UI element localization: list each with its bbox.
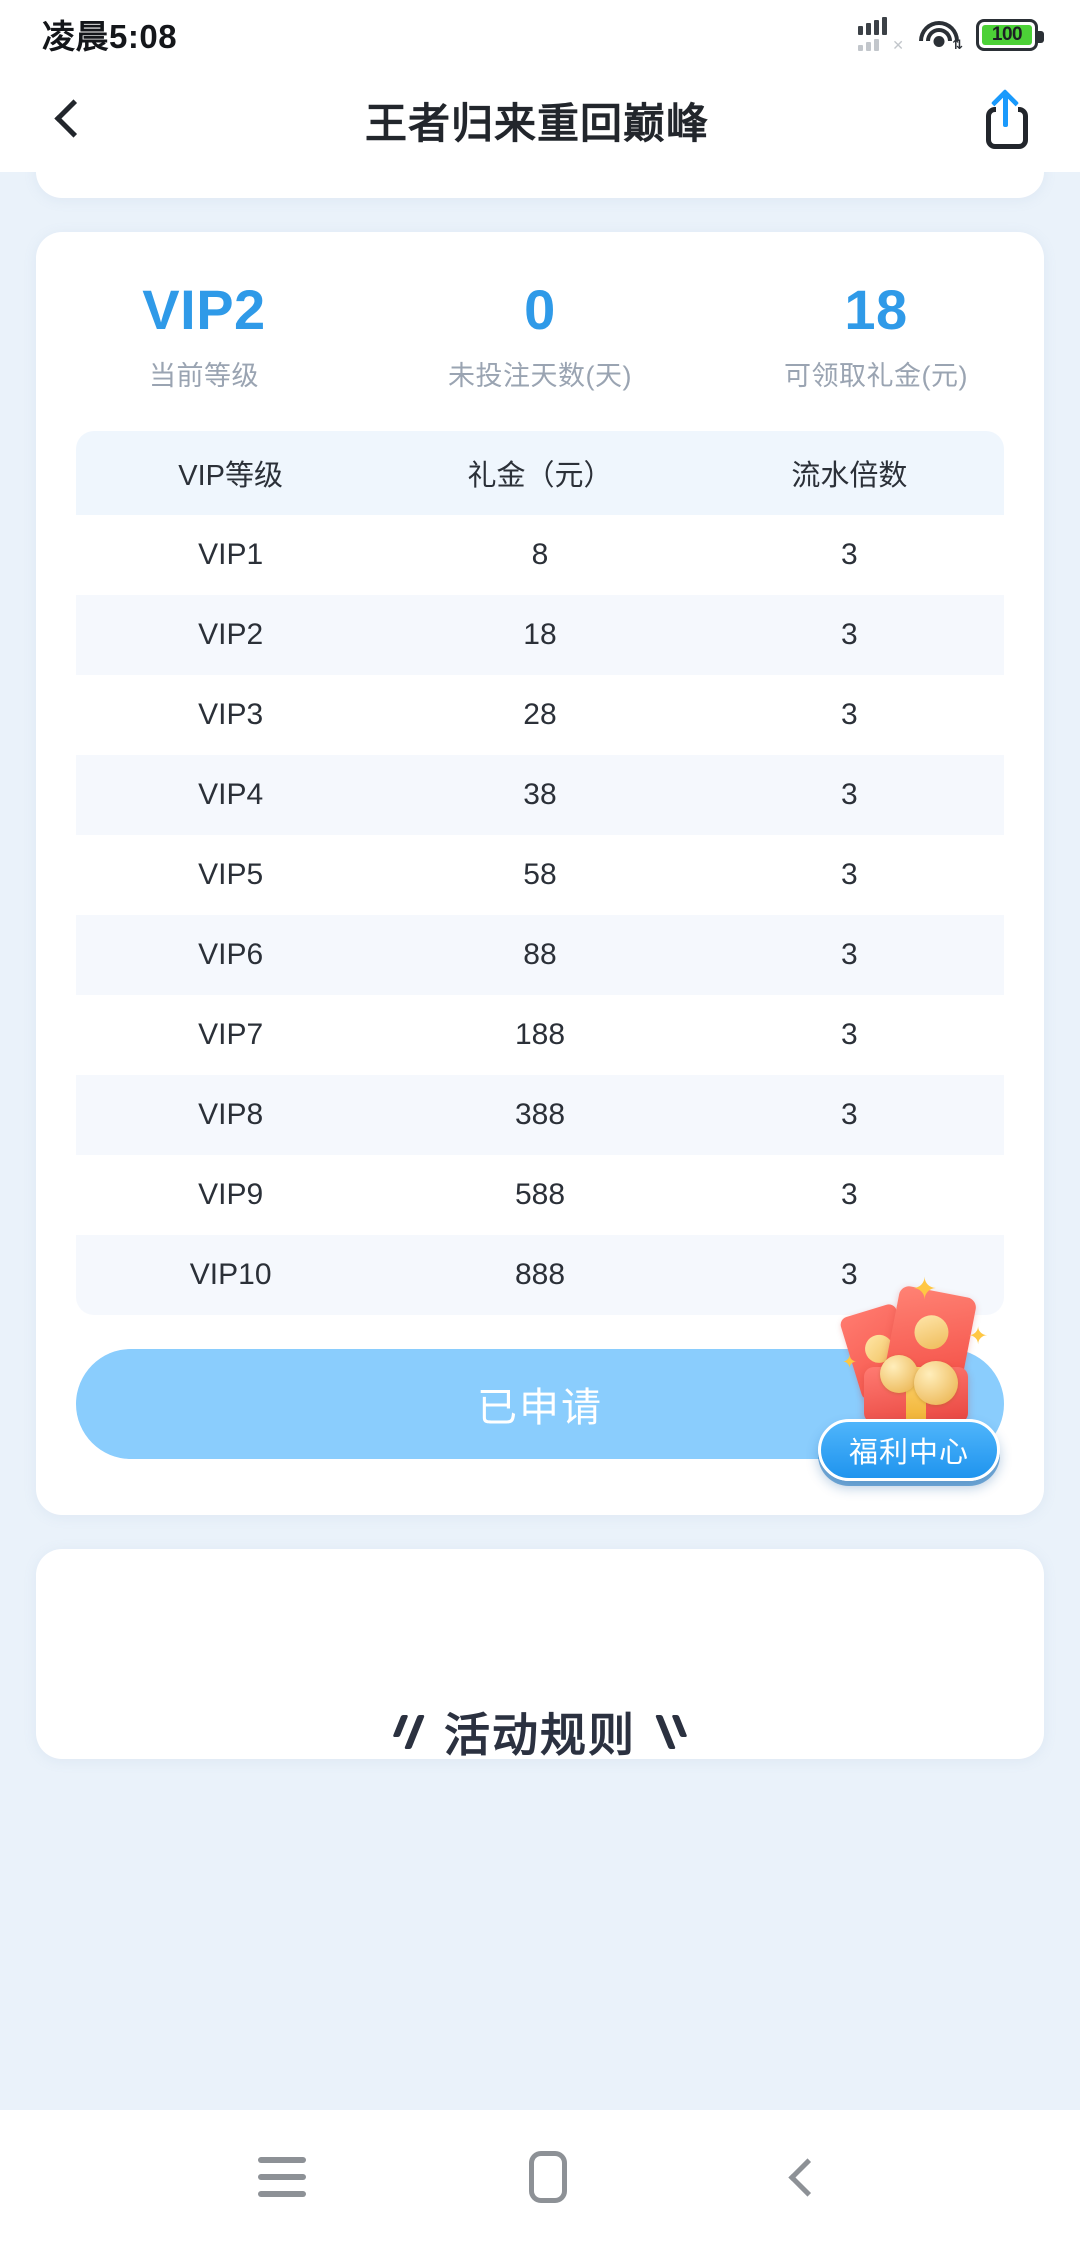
activity-rules-card: 活动规则 xyxy=(36,1549,1044,1760)
vip-level-card: VIP2 当前等级 0 未投注天数(天) 18 可领取礼金(元) VIP等级 礼… xyxy=(36,232,1044,1516)
cell-level: VIP5 xyxy=(198,858,264,892)
cell-multiplier: 3 xyxy=(840,1258,858,1292)
sparkle-icon: ✦ xyxy=(842,1352,858,1373)
stat-value: 18 xyxy=(844,278,908,341)
table-row: VIP1 8 3 xyxy=(76,515,1004,596)
welfare-center-button[interactable]: 福利中心 xyxy=(818,1419,1000,1482)
status-bar-icons: ✕ ⇅ 100 xyxy=(858,17,1044,53)
cell-bonus: 58 xyxy=(523,858,557,892)
cell-level: VIP1 xyxy=(198,538,264,572)
cell-level: VIP4 xyxy=(198,778,264,812)
table-row: VIP3 28 3 xyxy=(76,675,1004,756)
cell-level: VIP7 xyxy=(198,1018,264,1052)
gift-box-icon: ✦ ✦ ✦ xyxy=(838,1269,989,1424)
status-bar-time: 凌晨5:08 xyxy=(42,18,178,55)
cell-multiplier: 3 xyxy=(840,1018,858,1052)
stat-label: 未投注天数(天) xyxy=(448,361,632,392)
card-above-partial xyxy=(36,172,1044,198)
cell-bonus: 88 xyxy=(523,938,557,972)
cell-bonus: 188 xyxy=(514,1018,566,1052)
welfare-center-widget[interactable]: ✦ ✦ ✦ 福利中心 xyxy=(818,1269,1000,1482)
table-row: VIP2 18 3 xyxy=(76,595,1004,676)
stats-row: VIP2 当前等级 0 未投注天数(天) 18 可领取礼金(元) xyxy=(36,278,1044,393)
stat-current-level: VIP2 当前等级 xyxy=(36,278,372,393)
table-row: VIP5 58 3 xyxy=(76,835,1004,916)
table-header-row: VIP等级 礼金（元） 流水倍数 xyxy=(76,431,1004,516)
cell-bonus: 888 xyxy=(514,1258,566,1292)
stat-value: 0 xyxy=(524,278,556,341)
stat-label: 可领取礼金(元) xyxy=(784,361,968,392)
cell-bonus: 28 xyxy=(523,698,557,732)
status-bar: 凌晨5:08 ✕ ⇅ 100 xyxy=(0,0,1080,68)
cell-level: VIP2 xyxy=(198,618,264,652)
cell-multiplier: 3 xyxy=(840,698,858,732)
app-header: 王者归来重回巅峰 xyxy=(0,68,1080,172)
cell-multiplier: 3 xyxy=(840,1178,858,1212)
wifi-arrows: ⇅ xyxy=(952,37,963,52)
sparkle-icon: ✦ xyxy=(912,1273,938,1307)
cell-bonus: 38 xyxy=(523,778,557,812)
battery-level-text: 100 xyxy=(982,24,1032,45)
cell-multiplier: 3 xyxy=(840,778,858,812)
activity-rules-title: 活动规则 xyxy=(444,1709,636,1760)
cell-multiplier: 3 xyxy=(840,938,858,972)
cell-bonus: 8 xyxy=(531,538,549,572)
signal-bars-icon: ✕ xyxy=(858,17,904,53)
share-icon[interactable] xyxy=(976,89,1038,151)
signal-x-mark: ✕ xyxy=(892,37,904,53)
scroll-content[interactable]: VIP2 当前等级 0 未投注天数(天) 18 可领取礼金(元) VIP等级 礼… xyxy=(0,172,1080,2110)
stat-days-no-bet: 0 未投注天数(天) xyxy=(372,278,708,393)
cell-level: VIP9 xyxy=(198,1178,264,1212)
stat-claimable-bonus: 18 可领取礼金(元) xyxy=(708,278,1044,393)
table-row: VIP4 38 3 xyxy=(76,755,1004,836)
cell-multiplier: 3 xyxy=(840,618,858,652)
decor-slash-right xyxy=(655,1715,688,1750)
column-header-multiplier: 流水倍数 xyxy=(791,460,908,493)
decor-slash-left xyxy=(392,1715,425,1750)
chevron-left-icon[interactable] xyxy=(42,92,98,148)
table-row: VIP8 388 3 xyxy=(76,1075,1004,1156)
recents-icon[interactable] xyxy=(257,2157,314,2197)
sparkle-icon: ✦ xyxy=(968,1323,989,1351)
android-nav-bar xyxy=(0,2110,1080,2244)
table-row: VIP9 588 3 xyxy=(76,1155,1004,1236)
stat-label: 当前等级 xyxy=(149,361,259,392)
column-header-bonus: 礼金（元） xyxy=(467,460,613,493)
cell-level: VIP10 xyxy=(189,1258,272,1292)
cell-bonus: 18 xyxy=(523,618,557,652)
cell-multiplier: 3 xyxy=(840,538,858,572)
page-title: 王者归来重回巅峰 xyxy=(364,99,709,147)
cell-bonus: 388 xyxy=(514,1098,566,1132)
stat-value: VIP2 xyxy=(142,278,266,341)
cell-multiplier: 3 xyxy=(840,1098,858,1132)
column-header-level: VIP等级 xyxy=(178,460,284,493)
cell-bonus: 588 xyxy=(514,1178,566,1212)
cell-multiplier: 3 xyxy=(840,858,858,892)
back-icon[interactable] xyxy=(782,2157,822,2197)
vip-bonus-table: VIP等级 礼金（元） 流水倍数 VIP1 8 3 VIP2 18 3 VIP3… xyxy=(76,431,1004,1316)
cell-level: VIP3 xyxy=(198,698,264,732)
cell-level: VIP6 xyxy=(198,938,264,972)
battery-icon: 100 xyxy=(976,19,1044,51)
home-icon[interactable] xyxy=(528,2151,567,2203)
activity-rules-heading: 活动规则 xyxy=(36,1699,1044,1759)
cell-level: VIP8 xyxy=(198,1098,264,1132)
table-row: VIP7 188 3 xyxy=(76,995,1004,1076)
wifi-icon: ⇅ xyxy=(918,17,963,52)
table-row: VIP10 888 3 xyxy=(76,1235,1004,1316)
table-row: VIP6 88 3 xyxy=(76,915,1004,996)
